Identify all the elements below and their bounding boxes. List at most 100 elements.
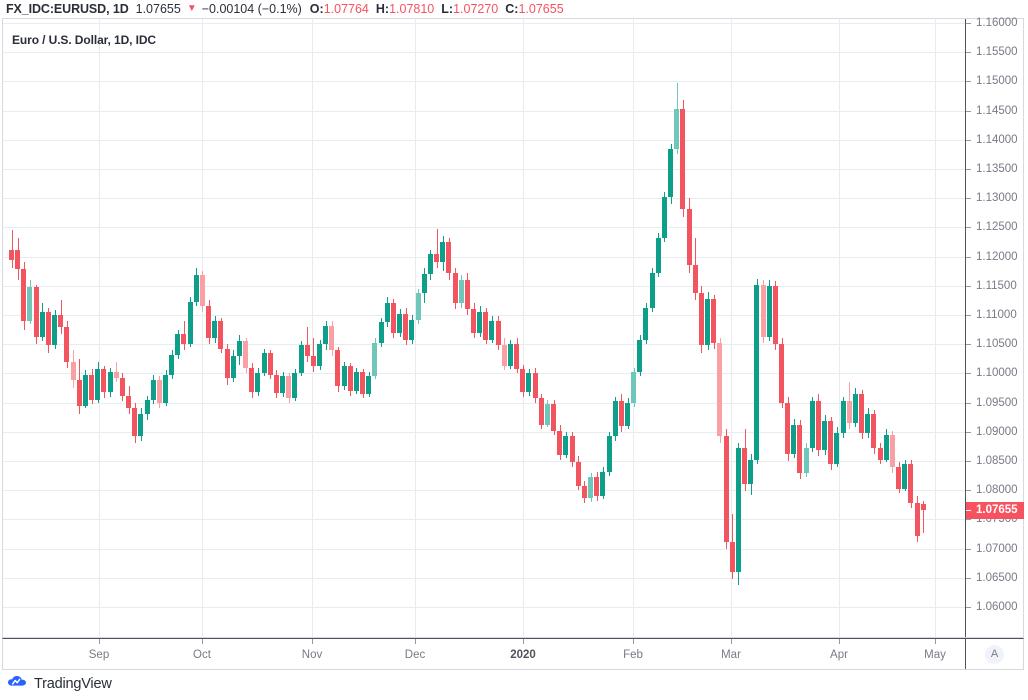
gridline-vertical — [415, 19, 416, 637]
gridline-vertical — [312, 19, 313, 637]
candle-body-bullish — [841, 401, 846, 433]
candle-body-bearish — [360, 372, 365, 394]
legend-symbol[interactable]: FX_IDC:EURUSD, 1D — [6, 2, 129, 16]
candle-body-bearish — [114, 372, 119, 379]
candle-body-bearish — [200, 275, 205, 307]
price-axis-label: 1.06500 — [976, 571, 1018, 584]
candle-body-bullish — [526, 373, 531, 393]
legend-ohlc-value-h: 1.07810 — [389, 2, 435, 16]
candle-body-bearish — [816, 401, 821, 451]
price-axis-tick — [966, 578, 971, 579]
candle-body-bullish — [440, 242, 445, 263]
candle-body-bullish — [545, 403, 550, 425]
candle-body-bearish — [453, 272, 458, 304]
price-axis-label: 1.06000 — [976, 601, 1018, 613]
legend-last-price: 1.07655 — [135, 2, 181, 16]
candle-wick — [307, 326, 308, 362]
gridline-horizontal — [3, 519, 966, 521]
candle-body-bearish — [329, 325, 334, 351]
candle-body-bullish — [188, 302, 193, 345]
gridline-horizontal — [3, 461, 966, 462]
candle-body-bullish — [379, 322, 384, 344]
price-axis-label: 1.15500 — [976, 46, 1018, 59]
price-axis-label: 1.08500 — [976, 455, 1018, 467]
candle-body-bullish — [323, 325, 328, 345]
candle-body-bullish — [416, 292, 421, 320]
chart-plot-area[interactable]: Euro / U.S. Dollar, 1D, IDC — [3, 19, 966, 637]
candle-body-bullish — [163, 374, 168, 403]
candle-body-bullish — [834, 432, 839, 464]
price-axis-tick — [966, 373, 971, 374]
time-axis-label: Mar — [721, 649, 741, 661]
price-axis-tick — [966, 23, 971, 24]
candle-body-bearish — [434, 253, 439, 263]
candle-body-bearish — [483, 312, 488, 340]
candle-body-bullish — [748, 459, 753, 485]
candle-body-bearish — [89, 374, 94, 400]
time-axis[interactable]: Sep Oct Nov Dec 2020 Feb Mar Apr May A — [2, 638, 1024, 670]
gridline-horizontal — [3, 373, 966, 375]
candle-body-bullish — [237, 341, 242, 356]
gridline-horizontal — [3, 52, 966, 54]
candle-body-bullish — [138, 414, 143, 437]
candle-body-bullish — [736, 448, 741, 572]
legend-ohlc-key-h: H: — [375, 2, 390, 16]
candle-body-bullish — [625, 402, 630, 426]
chart-frame: Euro / U.S. Dollar, 1D, IDC 1.16000 1.155… — [2, 17, 1024, 638]
price-axis-tick — [966, 81, 971, 82]
candle-body-bearish — [311, 355, 316, 367]
candle-body-bearish — [181, 333, 186, 345]
legend-ohlc-key-l: L: — [441, 2, 454, 16]
price-axis-tick — [966, 169, 971, 170]
candle-body-bullish — [902, 463, 907, 490]
price-axis-label: 1.15000 — [976, 75, 1018, 88]
gridline-horizontal — [3, 23, 966, 24]
candle-body-bullish — [366, 376, 371, 394]
candle-body-bullish — [810, 401, 815, 449]
candle-body-bearish — [15, 249, 20, 270]
gridline-vertical — [839, 19, 840, 637]
candle-body-bearish — [871, 414, 876, 449]
price-axis[interactable]: 1.16000 1.15500 1.15000 1.14500 1.14000 1.135… — [965, 17, 1024, 637]
candle-body-bearish — [446, 242, 451, 273]
candle-body-bullish — [705, 298, 710, 346]
candle-body-bearish — [687, 208, 692, 266]
time-axis-label: 2020 — [510, 649, 536, 661]
price-axis-tick — [966, 607, 971, 608]
candle-body-bearish — [218, 320, 223, 349]
gridline-horizontal — [3, 256, 966, 258]
candle-body-bearish — [779, 344, 784, 403]
legend-ohlc-key-c: C: — [505, 2, 519, 16]
gridline-horizontal — [3, 490, 966, 492]
candle-body-bullish — [588, 477, 593, 499]
candle-body-bearish — [206, 306, 211, 339]
price-axis-label: 1.14000 — [976, 133, 1018, 146]
time-axis-tick — [633, 639, 634, 644]
candle-body-bullish — [459, 279, 464, 304]
candle-body-bearish — [551, 403, 556, 431]
candle-body-bullish — [175, 333, 180, 355]
candle-body-bullish — [231, 355, 236, 379]
time-axis-label: Sep — [88, 649, 110, 661]
candle-wick — [313, 338, 314, 373]
candle-body-bullish — [169, 354, 174, 375]
candle-body-bearish — [717, 343, 722, 437]
price-axis-label: 1.10000 — [976, 367, 1018, 380]
gridline-horizontal — [3, 285, 966, 287]
candle-body-bullish — [428, 253, 433, 275]
auto-scale-badge[interactable]: A — [965, 639, 1023, 669]
candle-body-bearish — [249, 367, 254, 393]
candle-body-bullish — [662, 197, 667, 238]
current-price-value: 1.07655 — [976, 504, 1018, 517]
price-axis-tick — [966, 227, 971, 228]
candle-body-bearish — [890, 434, 895, 467]
candle-body-bearish — [847, 401, 852, 424]
candle-body-bullish — [409, 319, 414, 340]
tradingview-footer[interactable]: TradingView — [8, 674, 112, 694]
time-axis-tick — [839, 639, 840, 644]
candle-body-bullish — [668, 148, 673, 198]
candle-body-bullish — [385, 303, 390, 322]
candle-body-bullish — [822, 421, 827, 451]
price-axis-tick — [966, 432, 971, 433]
candle-body-bullish — [292, 373, 297, 398]
